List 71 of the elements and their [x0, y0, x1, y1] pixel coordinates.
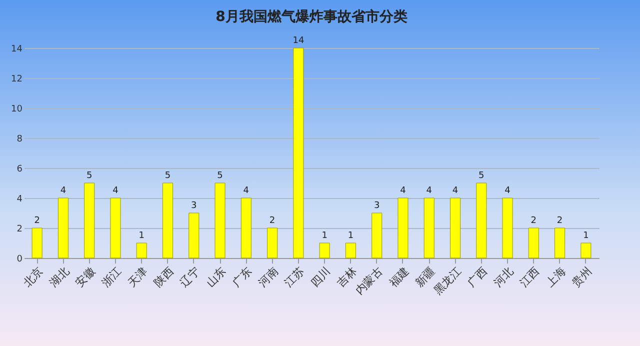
data-label: 1 — [322, 231, 328, 241]
x-tick-label: 湖北 — [46, 264, 72, 290]
y-tick-label: 4 — [16, 194, 23, 204]
bar — [528, 228, 539, 258]
bar — [450, 198, 460, 258]
x-tick-label: 广东 — [230, 264, 255, 290]
data-label: 4 — [60, 186, 66, 196]
x-tick-label: 辽宁 — [178, 264, 202, 290]
bar — [58, 198, 68, 258]
bar — [293, 48, 304, 258]
chart-title: 8月我国燃气爆炸事故省市分类 — [216, 8, 408, 25]
data-label: 1 — [348, 231, 354, 241]
x-tick-label: 上海 — [544, 264, 568, 290]
data-label: 4 — [400, 186, 406, 196]
data-label: 3 — [191, 201, 197, 211]
data-label: 4 — [243, 186, 250, 196]
bar — [267, 228, 278, 258]
data-label: 1 — [583, 231, 589, 241]
bar — [345, 242, 356, 258]
bar — [476, 182, 487, 258]
bar — [502, 198, 513, 258]
bar — [32, 228, 42, 258]
data-label: 4 — [504, 186, 511, 196]
bar — [162, 182, 173, 258]
data-label: 5 — [164, 171, 171, 181]
x-tick-label: 浙江 — [99, 264, 124, 290]
x-tick-label: 河南 — [256, 264, 281, 290]
data-label: 2 — [269, 216, 276, 226]
data-label: 2 — [530, 216, 537, 226]
y-tick-label: 12 — [11, 74, 22, 84]
x-tick-label: 陕西 — [151, 264, 176, 290]
bar — [372, 212, 382, 258]
data-label: 3 — [374, 201, 380, 211]
bar — [240, 198, 252, 258]
y-tick-label: 14 — [11, 44, 23, 54]
bar — [84, 182, 95, 258]
bar — [214, 182, 226, 258]
x-tick-label: 山东 — [204, 264, 229, 290]
bar — [580, 242, 592, 258]
x-tick-label: 福建 — [386, 264, 412, 290]
x-tick-label: 江苏 — [282, 264, 307, 290]
data-label: 4 — [112, 186, 119, 196]
data-label: 1 — [138, 231, 144, 241]
x-tick-label: 河北 — [491, 264, 516, 290]
bar — [398, 198, 408, 258]
y-tick-label: 6 — [16, 164, 23, 174]
y-tick-label: 0 — [16, 254, 23, 264]
data-label: 14 — [292, 36, 304, 46]
x-tick-label: 四川 — [308, 264, 334, 290]
bar — [424, 198, 434, 258]
data-label: 2 — [34, 216, 40, 226]
bar — [554, 228, 566, 258]
x-tick-label: 江西 — [517, 264, 542, 290]
x-tick-label: 贵州 — [570, 264, 594, 290]
y-tick-label: 2 — [16, 224, 22, 234]
data-label: 2 — [556, 216, 563, 226]
data-label: 4 — [426, 186, 432, 196]
data-label: 5 — [478, 171, 484, 181]
data-label: 5 — [86, 171, 92, 181]
bar — [319, 242, 330, 258]
data-label: 4 — [452, 186, 458, 196]
data-label: 5 — [217, 171, 223, 181]
x-tick-label: 广西 — [465, 264, 490, 290]
bar — [188, 212, 200, 258]
x-tick-label: 安徽 — [73, 264, 98, 290]
x-tick-label: 北京 — [20, 264, 46, 290]
bar — [136, 242, 147, 258]
y-tick-label: 8 — [16, 134, 23, 144]
x-tick-label: 天津 — [125, 264, 150, 290]
y-tick-label: 10 — [11, 104, 23, 114]
bar — [110, 198, 121, 258]
